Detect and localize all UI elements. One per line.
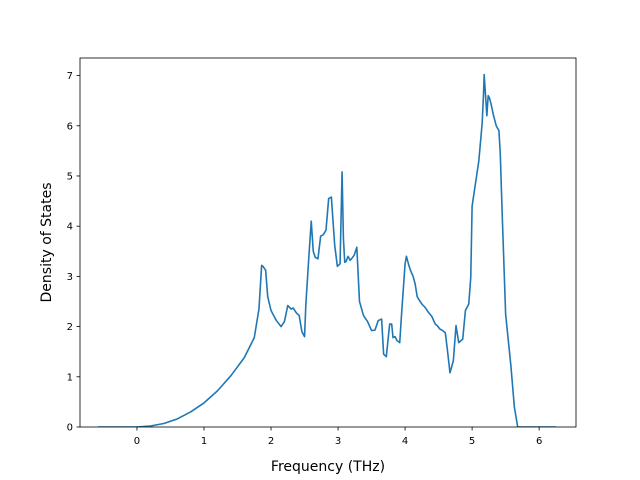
x-tick-label: 4 [402, 436, 408, 447]
x-tick-label: 2 [268, 436, 274, 447]
x-tick-label: 6 [536, 436, 542, 447]
x-tick-label: 5 [469, 436, 475, 447]
y-tick-label: 6 [67, 121, 73, 132]
x-tick-label: 3 [335, 436, 341, 447]
x-axis-title: Frequency (THz) [271, 459, 385, 475]
x-tick-label: 1 [201, 436, 207, 447]
y-tick-label: 3 [67, 272, 73, 283]
axes-frame [79, 57, 577, 428]
axis-ticks: 0 1 2 3 4 5 6 0 1 2 3 4 5 6 7 [67, 71, 543, 447]
y-tick-label: 2 [67, 322, 73, 333]
dos-series-line [98, 73, 556, 427]
y-tick-label: 5 [67, 171, 73, 182]
y-tick-label: 0 [67, 423, 73, 434]
y-tick-label: 1 [67, 372, 73, 383]
y-axis-title: Density of States [39, 183, 55, 303]
x-tick-label: 0 [134, 436, 140, 447]
y-tick-label: 7 [67, 71, 73, 82]
plot-area [98, 73, 556, 427]
y-tick-label: 4 [67, 222, 73, 233]
